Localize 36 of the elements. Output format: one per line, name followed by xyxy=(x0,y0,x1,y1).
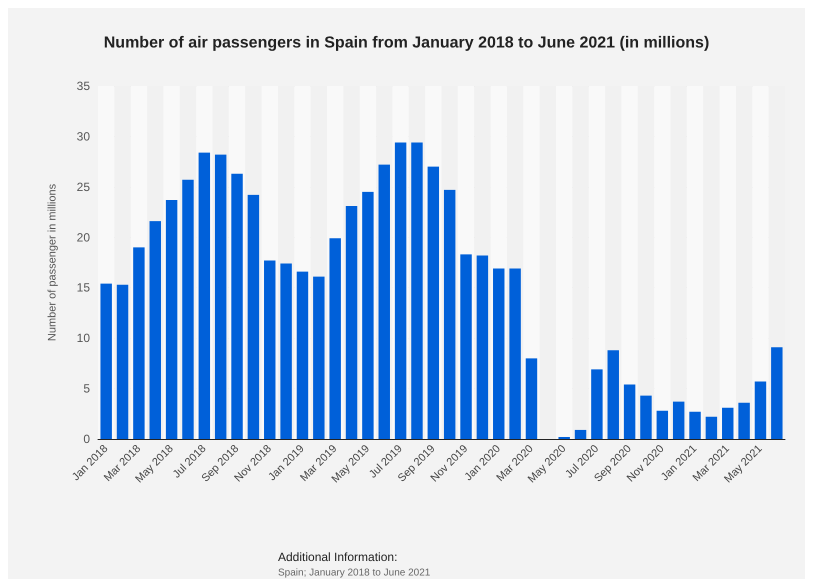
y-tick-label: 35 xyxy=(76,79,90,93)
bar xyxy=(656,410,668,439)
bar xyxy=(771,347,783,439)
bar xyxy=(133,247,145,439)
y-tick-label: 0 xyxy=(83,432,90,446)
text: Spain; January 2018 to June 2021 xyxy=(278,568,431,578)
bar xyxy=(722,408,734,439)
bar xyxy=(738,402,750,439)
bar xyxy=(460,254,472,439)
y-tick-label: 5 xyxy=(83,382,90,396)
chart-title: Number of air passengers in Spain from January 2018 to June 2021 (in millions) xyxy=(104,34,710,52)
bar xyxy=(672,402,684,439)
bar xyxy=(574,430,586,439)
y-axis-title: Number of passenger in millions xyxy=(46,183,58,342)
y-tick-label: 30 xyxy=(76,129,90,144)
bar xyxy=(640,396,652,439)
bar xyxy=(493,268,504,439)
bar xyxy=(591,369,603,439)
bar xyxy=(231,174,243,439)
bar xyxy=(624,384,636,439)
bar xyxy=(264,260,276,439)
bar xyxy=(296,272,308,439)
bar xyxy=(362,192,374,439)
bar xyxy=(706,416,718,439)
bar xyxy=(329,238,341,439)
text: Additional Information: xyxy=(278,550,398,564)
bar xyxy=(100,284,112,439)
bar xyxy=(754,382,766,439)
bar xyxy=(608,350,619,439)
y-tick-label: 15 xyxy=(76,280,90,295)
bar xyxy=(166,200,178,439)
y-tick-label: 25 xyxy=(76,180,90,194)
bar xyxy=(689,412,701,439)
y-tick-label: 20 xyxy=(76,230,90,244)
y-tick-label: 10 xyxy=(76,331,90,346)
bar xyxy=(526,358,538,439)
